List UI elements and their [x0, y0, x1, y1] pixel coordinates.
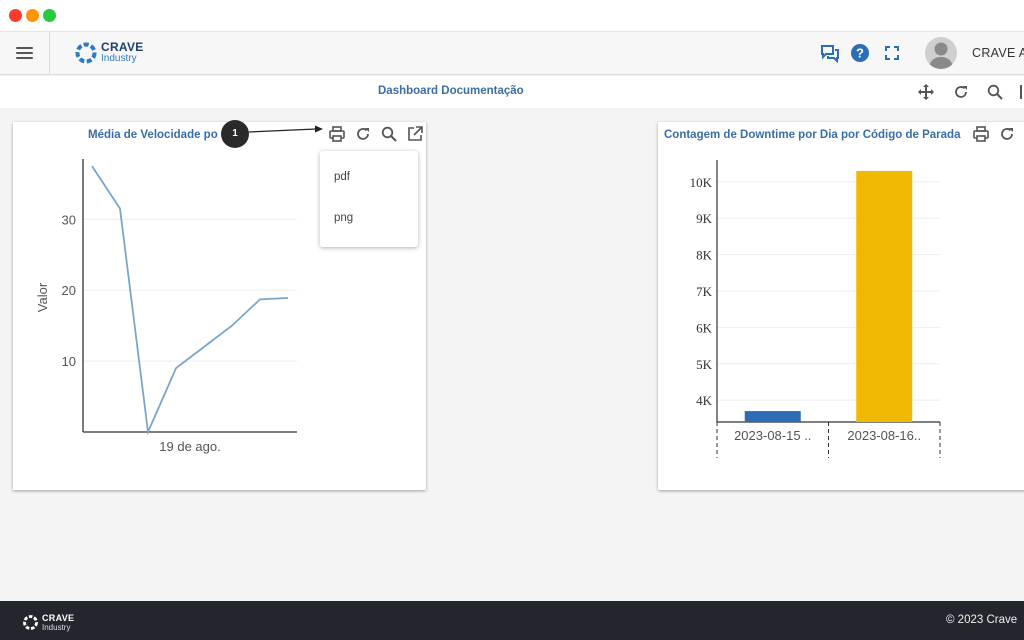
dashboard-title: Dashboard Documentação [378, 85, 524, 97]
y-tick-label: 4K [696, 393, 713, 408]
user-name[interactable]: CRAVE A [972, 46, 1024, 60]
export-menu: pdf png [320, 151, 418, 247]
x-tick-label: 19 de ago. [159, 439, 220, 454]
x-tick-label: 2023-08-16.. [847, 428, 921, 443]
y-tick-label: 30 [62, 212, 76, 227]
crave-logo[interactable]: CRAVE Industry [74, 40, 154, 68]
y-tick-label: 6K [696, 320, 713, 335]
y-tick-label: 7K [696, 284, 713, 299]
series-line [91, 165, 289, 436]
avatar[interactable] [925, 37, 957, 69]
header-divider [49, 32, 50, 75]
more-icon[interactable] [1020, 85, 1024, 99]
logo-name: CRAVE [101, 40, 144, 54]
search-icon[interactable] [380, 125, 398, 143]
downtime-bar-chart: 4K 5K 6K 7K 8K 9K 10K 2023-08-15 .. 2023-08-16.. [690, 160, 941, 458]
bar [856, 170, 913, 422]
logo-sub: Industry [101, 53, 137, 64]
crave-logo-icon [75, 42, 97, 64]
close-window-button[interactable] [9, 9, 22, 22]
refresh-icon[interactable] [354, 125, 372, 143]
copyright-text: © 2023 Crave [946, 614, 1018, 626]
help-icon[interactable]: ? [850, 43, 870, 63]
avatar-icon [929, 42, 953, 69]
footer-logo-sub: Industry [42, 623, 71, 632]
x-tick-label: 2023-08-15 .. [734, 428, 811, 443]
velocity-line-chart: 10 20 30 19 de ago. Valor [35, 159, 297, 454]
svg-text:?: ? [856, 46, 864, 61]
y-tick-label: 20 [62, 283, 76, 298]
y-tick-label: 5K [696, 357, 713, 372]
export-png-item[interactable]: png [334, 212, 354, 224]
footer-logo-icon [23, 615, 38, 630]
y-axis-label: Valor [35, 282, 50, 312]
app-header: CRAVE Industry ? CRAVE A [0, 32, 1024, 75]
y-tick-label: 10 [62, 354, 76, 369]
card-title: Média de Velocidade po [88, 129, 218, 141]
card-title: Contagem de Downtime por Dia por Código … [664, 129, 961, 141]
bar [744, 411, 801, 422]
y-tick-label: 8K [696, 248, 713, 263]
window-titlebar [0, 0, 1024, 32]
footer-logo: CRAVE Industry [22, 613, 82, 635]
refresh-icon[interactable] [952, 83, 970, 101]
minimize-window-button[interactable] [26, 9, 39, 22]
y-tick-label: 9K [696, 211, 713, 226]
app-footer [0, 601, 1024, 640]
step-badge: 1 [221, 120, 249, 148]
print-icon[interactable] [328, 125, 346, 143]
export-pdf-item[interactable]: pdf [334, 171, 350, 183]
y-tick-label: 10K [690, 175, 713, 190]
fullscreen-icon[interactable] [882, 43, 902, 63]
search-icon[interactable] [986, 83, 1004, 101]
refresh-icon[interactable] [998, 125, 1016, 143]
footer-logo-name: CRAVE [42, 613, 75, 623]
downtime-chart-card: Contagem de Downtime por Dia por Código … [658, 122, 1024, 490]
move-icon[interactable] [917, 83, 935, 101]
hamburger-icon[interactable] [16, 47, 33, 59]
expand-icon[interactable] [406, 125, 424, 143]
chat-icon[interactable] [820, 43, 840, 63]
maximize-window-button[interactable] [43, 9, 56, 22]
annotation-arrow-icon [248, 125, 323, 133]
print-icon[interactable] [972, 125, 990, 143]
dashboard-bar: Dashboard Documentação [0, 76, 1024, 108]
